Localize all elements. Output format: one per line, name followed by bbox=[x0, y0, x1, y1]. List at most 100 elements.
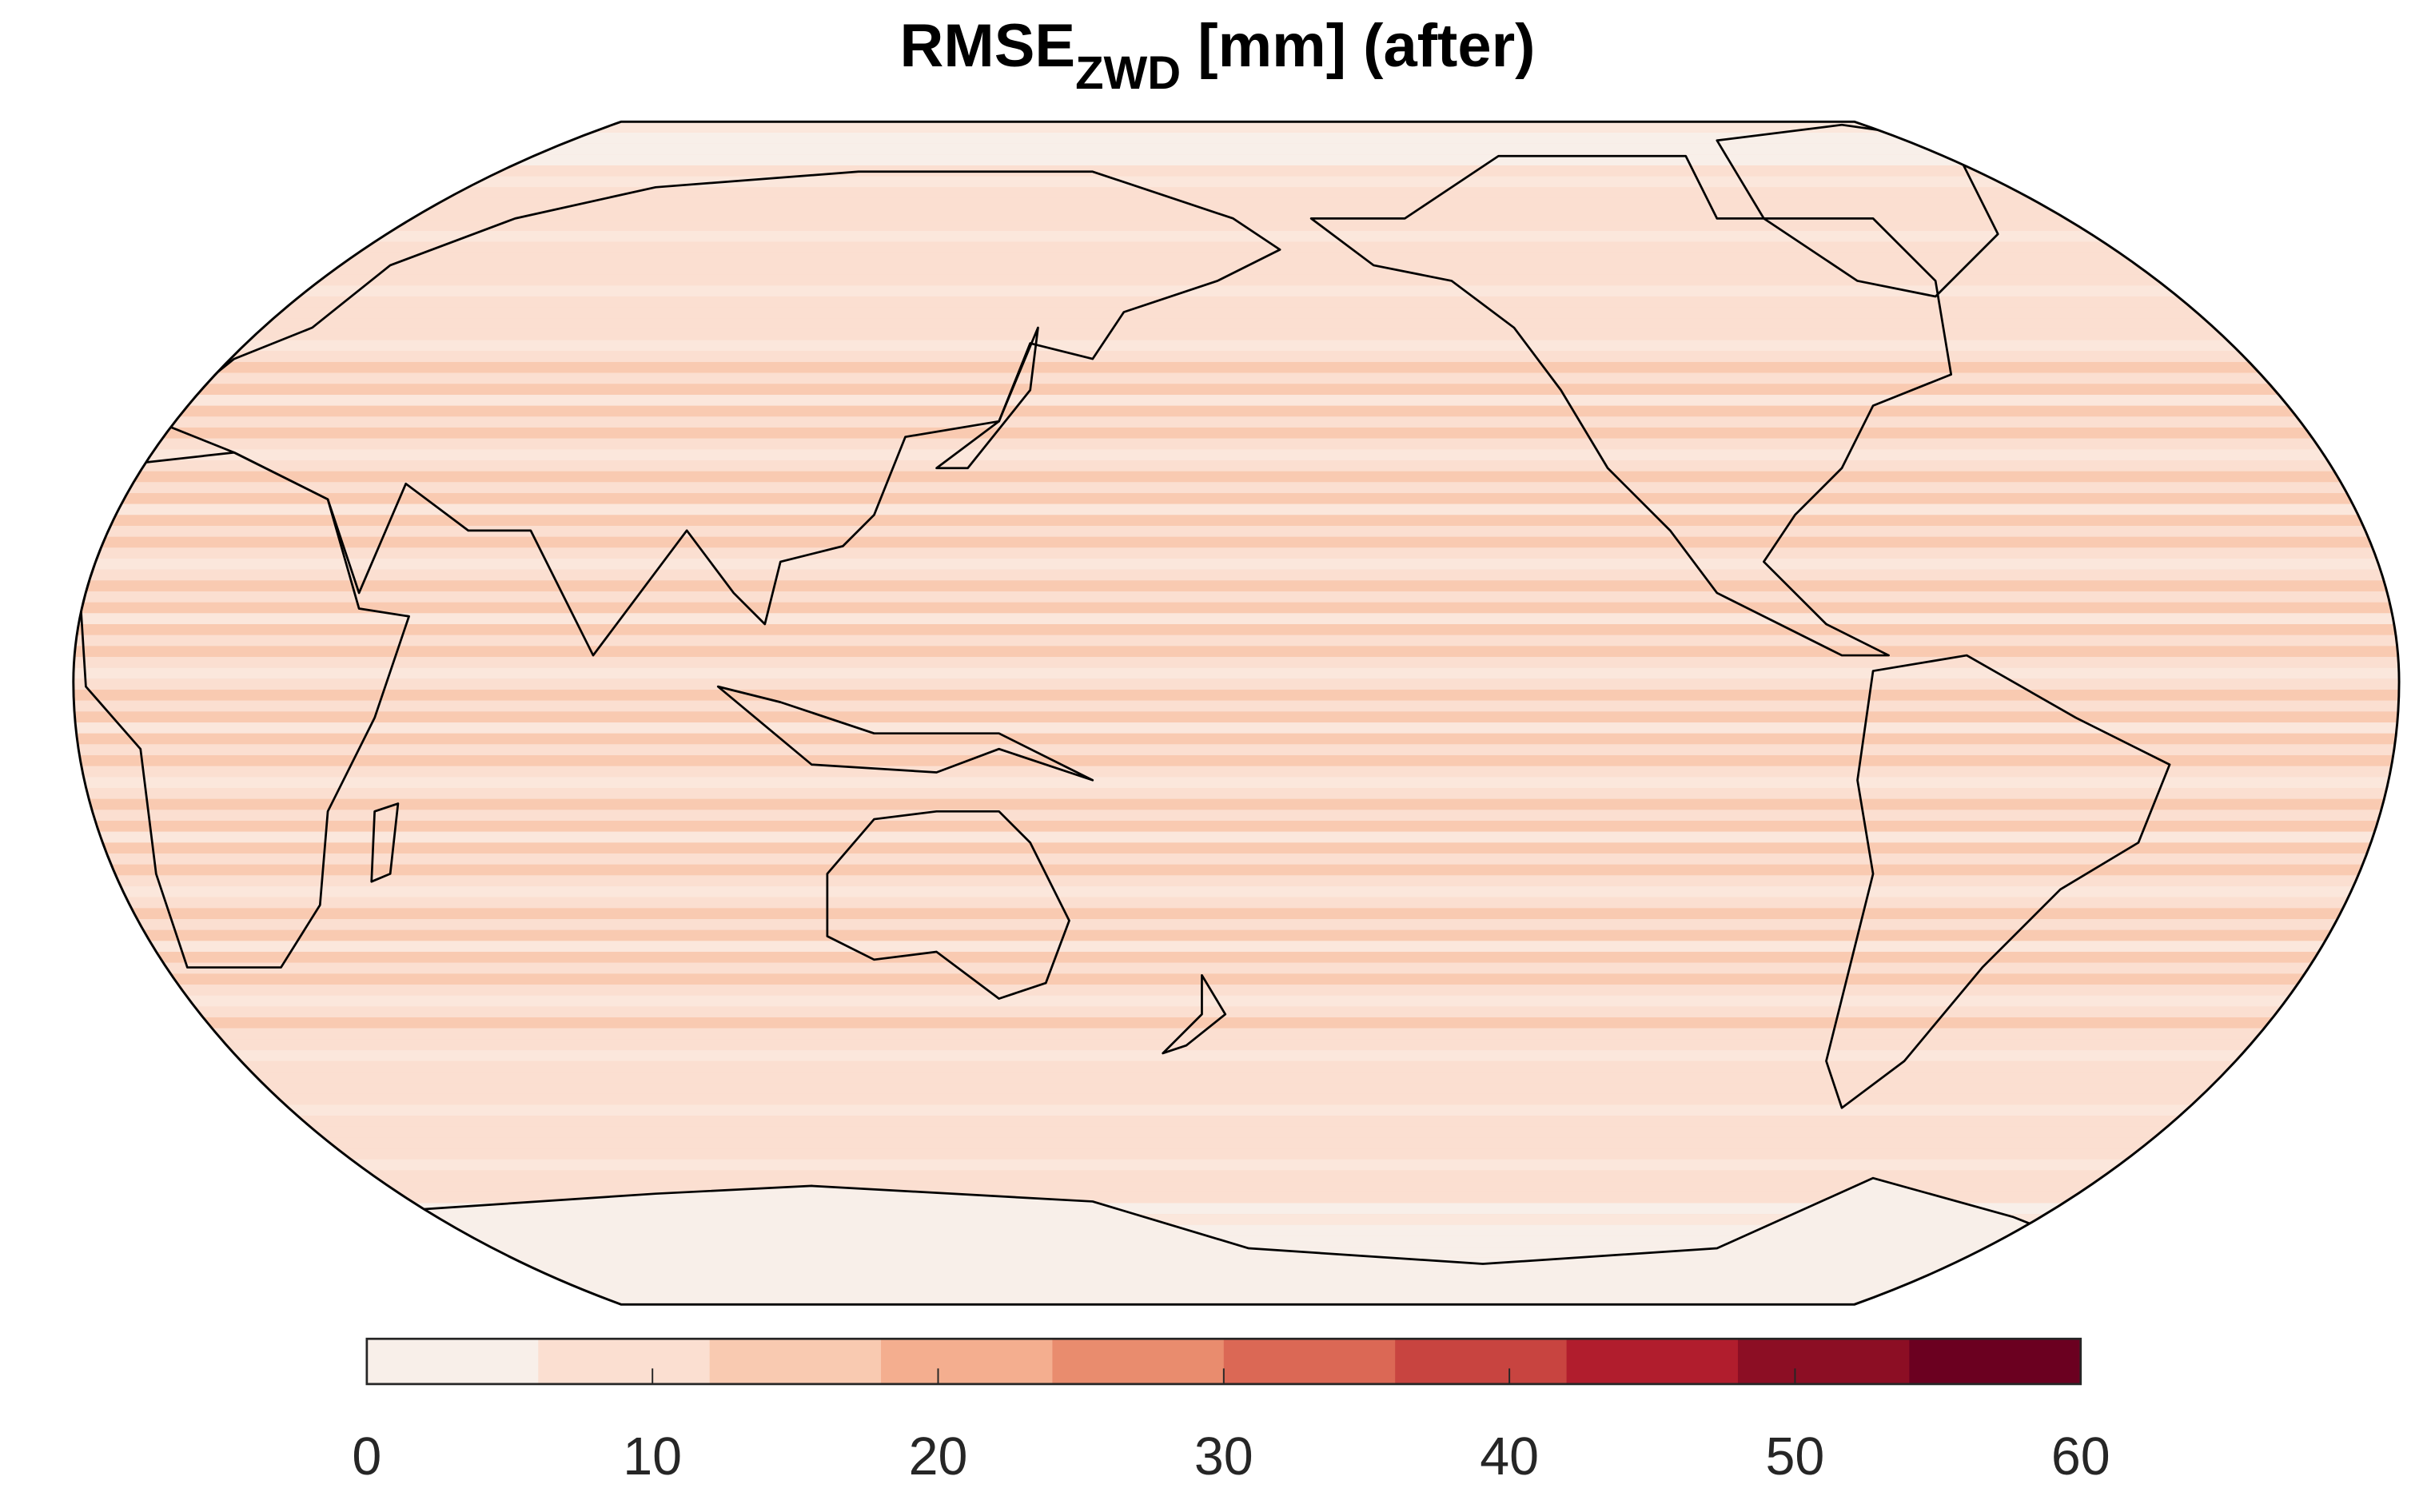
rmse-band bbox=[73, 941, 2400, 953]
south-america bbox=[1825, 654, 2171, 1109]
rmse-band bbox=[73, 1203, 2400, 1215]
rmse-band bbox=[73, 613, 2400, 625]
colorbar-segment bbox=[366, 1339, 540, 1384]
rmse-band bbox=[73, 667, 2400, 679]
colorbar-tick-label: 0 bbox=[352, 1427, 381, 1486]
rmse-band bbox=[73, 1060, 2400, 1072]
colorbar-tick-label: 60 bbox=[2051, 1427, 2110, 1486]
colorbar-segment bbox=[1052, 1339, 1225, 1384]
madagascar bbox=[370, 802, 400, 883]
rmse-band bbox=[73, 886, 2400, 897]
rmse-band bbox=[73, 340, 2400, 352]
rmse-band bbox=[73, 165, 2400, 177]
rmse-band bbox=[73, 536, 2400, 548]
rmse-band bbox=[73, 897, 2400, 909]
rmse-band bbox=[73, 274, 2400, 286]
rmse-band bbox=[73, 427, 2400, 439]
rmse-band bbox=[73, 657, 2400, 668]
rmse-band bbox=[73, 253, 2400, 264]
title-subscript: ZWD bbox=[1075, 47, 1182, 99]
rmse-band bbox=[73, 624, 2400, 635]
colorbar-tick-label: 20 bbox=[909, 1427, 968, 1486]
rmse-band bbox=[73, 831, 2400, 843]
rmse-band bbox=[73, 197, 2400, 209]
australia bbox=[826, 810, 1070, 1000]
north-america bbox=[1309, 154, 1953, 657]
rmse-band bbox=[73, 220, 2400, 231]
rmse-band bbox=[73, 515, 2400, 527]
rmse-band bbox=[73, 328, 2400, 340]
rmse-band bbox=[73, 1006, 2400, 1018]
new-zealand bbox=[1162, 973, 1227, 1055]
rmse-band bbox=[73, 1192, 2400, 1204]
rmse-band bbox=[73, 1039, 2400, 1051]
rmse-band bbox=[73, 1159, 2400, 1171]
rmse-band bbox=[73, 602, 2400, 614]
rmse-band bbox=[73, 1083, 2400, 1094]
rmse-band bbox=[73, 1072, 2400, 1084]
rmse-band bbox=[73, 962, 2400, 974]
colorbar-tick-label: 40 bbox=[1480, 1427, 1539, 1486]
title-main: RMSE bbox=[899, 12, 1076, 80]
rmse-band bbox=[73, 755, 2400, 766]
rmse-band bbox=[73, 187, 2400, 198]
rmse-band bbox=[73, 449, 2400, 460]
rmse-band bbox=[73, 263, 2400, 275]
indonesia bbox=[716, 685, 1094, 782]
rmse-band bbox=[73, 1137, 2400, 1149]
rmse-band bbox=[73, 143, 2400, 155]
colorbar-tick-label: 50 bbox=[1766, 1427, 1825, 1486]
rmse-band bbox=[73, 1050, 2400, 1061]
rmse-band bbox=[73, 678, 2400, 690]
rmse-band bbox=[73, 1104, 2400, 1116]
rmse-band bbox=[73, 777, 2400, 789]
rmse-band bbox=[73, 307, 2400, 319]
rmse-field bbox=[73, 121, 2400, 1305]
rmse-band bbox=[73, 1028, 2400, 1040]
rmse-band bbox=[73, 154, 2400, 165]
japan bbox=[935, 326, 1039, 470]
rmse-band bbox=[73, 460, 2400, 472]
rmse-band bbox=[73, 646, 2400, 658]
antarctica bbox=[311, 1176, 2093, 1305]
rmse-band bbox=[73, 394, 2400, 406]
rmse-band bbox=[73, 296, 2400, 308]
colorbar-segment bbox=[1909, 1339, 2082, 1384]
rmse-band bbox=[73, 635, 2400, 647]
rmse-band bbox=[73, 1126, 2400, 1138]
rmse-band bbox=[73, 580, 2400, 592]
rmse-band bbox=[73, 318, 2400, 329]
rmse-band bbox=[73, 1214, 2400, 1225]
rmse-band bbox=[73, 591, 2400, 603]
rmse-band bbox=[73, 492, 2400, 504]
rmse-band bbox=[73, 810, 2400, 822]
rmse-band bbox=[73, 471, 2400, 483]
rmse-band bbox=[73, 1116, 2400, 1127]
colorbar-tick-label: 10 bbox=[623, 1427, 682, 1486]
rmse-band bbox=[73, 1181, 2400, 1192]
rmse-band bbox=[73, 1224, 2400, 1236]
rmse-band bbox=[73, 503, 2400, 515]
rmse-band bbox=[73, 547, 2400, 559]
rmse-band bbox=[73, 526, 2400, 537]
rmse-band bbox=[73, 711, 2400, 723]
rmse-band bbox=[73, 690, 2400, 701]
colorbar-segment bbox=[1395, 1339, 1568, 1384]
rmse-band bbox=[73, 1093, 2400, 1105]
rmse-band bbox=[73, 985, 2400, 996]
rmse-band bbox=[73, 798, 2400, 810]
rmse-band bbox=[73, 973, 2400, 985]
rmse-band bbox=[73, 952, 2400, 963]
colorbar-tick-label: 30 bbox=[1194, 1427, 1253, 1486]
rmse-band bbox=[73, 121, 2400, 133]
rmse-band bbox=[73, 1017, 2400, 1029]
figure-title: RMSEZWD [mm] (after) bbox=[0, 11, 2435, 100]
rmse-band bbox=[73, 209, 2400, 221]
rmse-band bbox=[73, 1170, 2400, 1182]
colorbar-segment bbox=[1223, 1339, 1397, 1384]
rmse-band bbox=[73, 361, 2400, 373]
rmse-band bbox=[73, 908, 2400, 920]
rmse-band bbox=[73, 241, 2400, 253]
